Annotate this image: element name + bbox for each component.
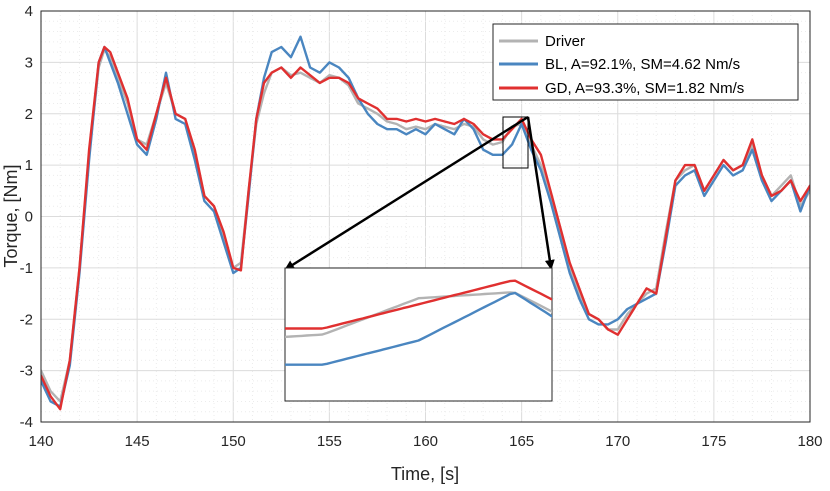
x-tick-label: 175 [701, 433, 726, 450]
x-tick-label: 155 [317, 433, 342, 450]
inset-series-lines [285, 279, 552, 366]
y-tick-label: -2 [20, 311, 33, 328]
x-tick-label: 170 [605, 433, 630, 450]
y-axis-label: Torque, [Nm] [1, 164, 21, 267]
legend-label-bl: BL, A=92.1%, SM=4.62 Nm/s [545, 56, 740, 73]
x-tick-label: 165 [509, 433, 534, 450]
legend-box [492, 23, 799, 101]
y-tick-label: 0 [25, 209, 33, 226]
y-tick-label: -3 [20, 363, 33, 380]
y-tick-label: 2 [25, 106, 33, 123]
zoom-arrow-left [284, 115, 529, 271]
zoom-source-box [502, 116, 529, 169]
zoom-arrow-right [526, 116, 555, 270]
x-tick-labels: 140 145 150 155 160 165 170 175 180 [28, 433, 822, 450]
inset-box [284, 267, 553, 402]
x-tick-label: 140 [28, 433, 53, 450]
legend: Driver BL, A=92.1%, SM=4.62 Nm/s GD, A=9… [492, 23, 799, 101]
series-line-gd [41, 45, 810, 411]
y-tick-label: -1 [20, 260, 33, 277]
x-tick-label: 150 [221, 433, 246, 450]
legend-label-driver: Driver [545, 33, 585, 50]
x-tick-label: 160 [413, 433, 438, 450]
x-tick-label: 180 [797, 433, 822, 450]
y-tick-label: 4 [25, 3, 33, 20]
y-tick-label: 1 [25, 157, 33, 174]
x-tick-label: 145 [125, 433, 150, 450]
x-axis-label: Time, [s] [391, 464, 459, 484]
series-lines [41, 35, 810, 411]
inset-series-line-bl [285, 291, 552, 366]
legend-label-gd: GD, A=93.3%, SM=1.82 Nm/s [545, 80, 744, 97]
inset-series-line-gd [285, 279, 552, 330]
y-tick-label: -4 [20, 414, 33, 431]
zoom-annotation [284, 115, 555, 402]
y-tick-labels: -4 -3 -2 -1 0 1 2 3 4 [20, 3, 33, 431]
plot-frame [40, 10, 811, 423]
y-tick-label: 3 [25, 54, 33, 71]
